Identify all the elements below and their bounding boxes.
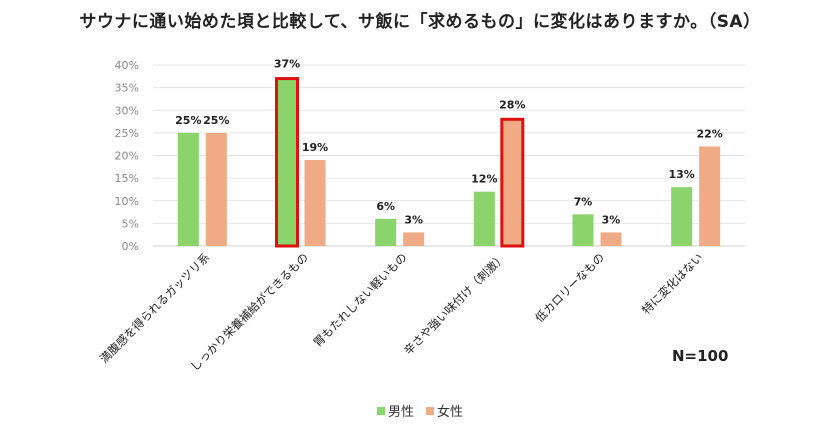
y-tick-label: 15%	[115, 172, 139, 185]
bar-male	[275, 77, 299, 248]
data-label: 7%	[574, 195, 593, 208]
bar-female	[205, 132, 227, 246]
bar-male	[177, 132, 199, 246]
y-tick-label: 10%	[115, 195, 139, 208]
y-tick-label: 5%	[122, 217, 139, 230]
y-tick-label: 30%	[115, 104, 139, 117]
bar-female	[403, 232, 425, 246]
legend-label-female: 女性	[437, 405, 464, 420]
legend-label-male: 男性	[387, 405, 414, 420]
data-label: 19%	[302, 141, 328, 154]
category-label: しっかり栄養補給ができるもの	[188, 250, 312, 374]
legend-swatch-female	[426, 406, 434, 415]
chart-title: サウナに通い始めた頃と比較して、サ飯に「求めるもの」に変化はありますか。（SA）	[79, 12, 761, 32]
bar-female	[304, 160, 326, 246]
y-tick-label: 0%	[122, 240, 139, 253]
data-label: 12%	[471, 173, 497, 186]
data-label: 3%	[602, 213, 621, 226]
data-label: 6%	[376, 200, 395, 213]
category-label: 低カロリーなもの	[532, 250, 607, 325]
data-label: 22%	[696, 127, 722, 140]
data-label: 25%	[175, 114, 201, 127]
y-tick-label: 40%	[115, 59, 139, 72]
data-label: 28%	[499, 98, 525, 111]
legend-item-male: 男性	[376, 401, 414, 420]
bar-male	[572, 214, 594, 246]
bar-female	[699, 146, 721, 246]
legend: 男性 女性	[0, 401, 840, 420]
bar-female	[600, 232, 622, 246]
category-label: 辛さや強い味付け（刺激）	[401, 250, 508, 357]
category-label: 胃もたれしない軽いもの	[310, 250, 409, 349]
y-tick-label: 20%	[115, 150, 139, 163]
bar-male	[671, 187, 693, 246]
y-tick-label: 25%	[115, 127, 139, 140]
sample-size-note: N=100	[672, 347, 729, 365]
bar-male	[375, 218, 397, 246]
data-label: 37%	[274, 58, 300, 71]
category-label: 特に変化はない	[639, 250, 706, 317]
legend-item-female: 女性	[426, 401, 463, 420]
bar-male	[473, 191, 495, 246]
data-label: 25%	[203, 114, 229, 127]
data-label: 3%	[404, 213, 423, 226]
y-tick-label: 35%	[115, 82, 139, 95]
data-label: 13%	[668, 168, 694, 181]
bar-female	[500, 117, 525, 248]
category-label: 満腹感を得られるガッツリ系	[97, 250, 213, 366]
legend-swatch-male	[376, 406, 385, 415]
